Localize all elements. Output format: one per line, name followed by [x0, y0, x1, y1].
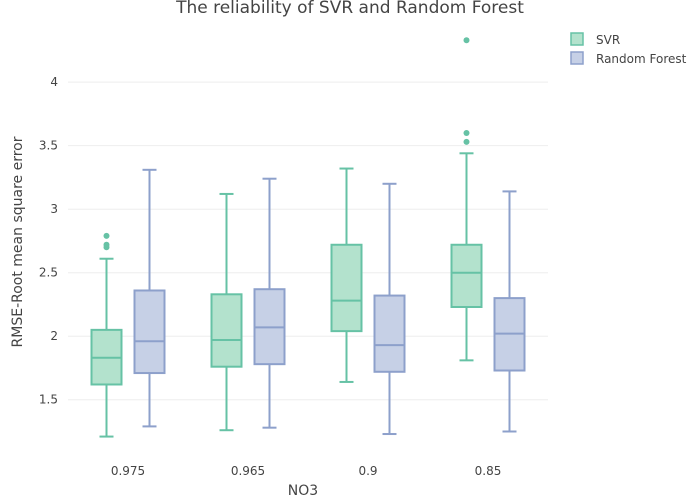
legend-item-svr[interactable]: SVR: [570, 32, 620, 47]
x-tick-label: 0.85: [475, 464, 502, 478]
box-random-forest: [253, 177, 286, 429]
box-iqr: [330, 243, 363, 333]
box-iqr: [450, 243, 483, 309]
x-tick-label: 0.9: [358, 464, 377, 478]
outlier-point: [103, 232, 110, 239]
y-axis-ticks: 1.5 2 2.5 3 3.5 4: [39, 75, 58, 407]
outlier-point: [103, 241, 110, 248]
outlier-point: [463, 138, 470, 145]
chart-title: The reliability of SVR and Random Forest: [175, 0, 524, 18]
box-svr: [450, 37, 483, 362]
box-iqr: [210, 293, 243, 368]
y-tick-label: 3.5: [39, 139, 58, 153]
outlier-point: [463, 37, 470, 44]
legend-item-random-forest[interactable]: Random Forest: [570, 51, 687, 66]
x-axis-ticks: 0.975 0.965 0.9 0.85: [111, 464, 502, 478]
box-random-forest: [133, 168, 166, 428]
box-svr: [330, 167, 363, 383]
y-axis-title: RMSE-Root mean square error: [10, 136, 26, 347]
box-svr: [210, 192, 243, 432]
x-tick-label: 0.965: [231, 464, 265, 478]
box-random-forest: [373, 182, 406, 436]
outlier-point: [463, 129, 470, 136]
y-tick-label: 3: [50, 202, 58, 216]
box-iqr: [373, 294, 406, 373]
legend[interactable]: SVR Random Forest: [570, 32, 687, 66]
box-random-forest: [493, 190, 526, 433]
box-traces: [90, 37, 526, 438]
y-tick-label: 4: [50, 75, 58, 89]
box-svr: [90, 232, 123, 438]
legend-swatch-svr: [570, 32, 584, 46]
legend-swatch-random-forest: [570, 51, 584, 65]
y-tick-label: 1.5: [39, 393, 58, 407]
box-iqr: [133, 289, 166, 375]
x-axis-title: NO3: [288, 483, 318, 499]
x-tick-label: 0.975: [111, 464, 145, 478]
y-tick-label: 2: [50, 329, 58, 343]
legend-label-svr: SVR: [596, 33, 620, 47]
legend-label-random-forest: Random Forest: [596, 52, 687, 66]
y-tick-label: 2.5: [39, 266, 58, 280]
